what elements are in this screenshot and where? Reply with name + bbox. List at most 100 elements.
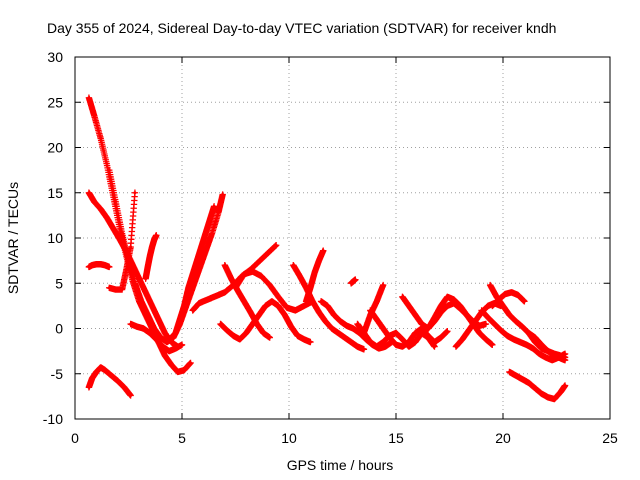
data-point <box>120 231 124 235</box>
y-tick-label: 20 <box>47 140 63 156</box>
data-point <box>550 358 554 362</box>
data-point <box>186 286 190 290</box>
data-point <box>159 336 163 340</box>
data-point <box>507 370 511 374</box>
data-point <box>480 308 484 312</box>
data-point <box>362 331 366 335</box>
data-point <box>251 269 255 273</box>
data-point <box>152 327 156 330</box>
data-point <box>375 345 379 349</box>
data-point <box>219 322 223 326</box>
data-point <box>251 322 255 326</box>
data-point <box>167 349 171 353</box>
data-point <box>99 207 103 211</box>
data-point <box>270 299 274 303</box>
data-point <box>552 354 556 358</box>
data-point <box>221 193 225 197</box>
data-point <box>426 334 430 338</box>
y-tick-labels: -10 -5 0 5 10 15 20 25 30 <box>43 49 63 427</box>
data-point <box>169 363 173 367</box>
data-point <box>150 245 154 249</box>
data-point <box>124 268 128 272</box>
data-point <box>99 136 103 140</box>
data-point <box>182 304 186 308</box>
y-tick-label: 5 <box>55 275 63 291</box>
data-point <box>274 243 278 247</box>
y-tick-label: 0 <box>55 321 63 337</box>
data-point <box>137 277 141 281</box>
data-point <box>214 294 218 298</box>
x-tick-labels: 0 5 10 15 20 25 <box>71 430 618 446</box>
data-point <box>304 299 308 303</box>
series-arc7 <box>106 189 139 293</box>
data-point <box>520 325 524 329</box>
data-point <box>525 343 529 347</box>
data-point <box>216 211 220 215</box>
data-point <box>103 263 107 267</box>
data-point <box>514 319 518 323</box>
data-point <box>208 218 212 222</box>
data-point <box>135 325 139 329</box>
data-point <box>465 313 469 317</box>
data-point <box>563 358 567 362</box>
series-arc26 <box>486 281 569 361</box>
data-point <box>413 340 417 344</box>
data-point <box>259 274 263 278</box>
data-point <box>400 337 404 341</box>
data-point <box>174 331 178 335</box>
data-point <box>505 334 509 338</box>
data-point <box>146 265 150 269</box>
data-point <box>501 304 505 308</box>
data-point <box>234 286 237 290</box>
data-point <box>109 374 113 378</box>
data-point <box>394 331 398 335</box>
data-point <box>486 316 490 320</box>
data-point <box>520 377 524 381</box>
data-point <box>445 329 449 333</box>
data-point <box>413 313 417 317</box>
data-point <box>163 354 167 358</box>
data-point <box>105 216 109 220</box>
y-tick-label: 25 <box>47 94 63 110</box>
data-point <box>321 249 325 253</box>
data-point <box>154 337 158 341</box>
series-arc14 <box>290 261 368 353</box>
data-point <box>242 299 246 303</box>
data-point <box>302 337 306 341</box>
data-point <box>276 304 280 308</box>
series-markers <box>168 203 218 341</box>
data-point <box>516 293 520 297</box>
data-point <box>296 334 300 338</box>
data-point <box>116 379 120 383</box>
data-point <box>195 259 199 263</box>
data-point <box>223 263 227 267</box>
data-point <box>439 304 443 308</box>
data-point <box>191 286 195 290</box>
data-point <box>407 304 411 308</box>
data-point <box>540 343 544 347</box>
data-point <box>283 313 287 317</box>
data-point <box>268 283 272 287</box>
data-point <box>94 370 98 374</box>
data-point <box>353 278 357 282</box>
series-arc27 <box>506 368 569 403</box>
axis-ticks <box>74 56 611 420</box>
x-tick-label: 20 <box>495 430 511 446</box>
data-point <box>454 345 458 349</box>
data-point <box>317 310 321 314</box>
data-point <box>90 263 94 267</box>
data-point <box>460 337 464 341</box>
data-point <box>433 345 437 349</box>
x-tick-label: 10 <box>281 430 297 446</box>
data-point <box>293 308 297 312</box>
data-point <box>368 340 372 344</box>
data-point <box>477 324 481 328</box>
data-point <box>161 345 165 349</box>
x-tick-label: 0 <box>71 430 79 446</box>
data-point <box>433 316 437 320</box>
data-point <box>291 263 295 267</box>
data-point <box>107 265 111 269</box>
data-point <box>276 295 280 299</box>
data-point <box>439 336 443 340</box>
data-point <box>152 238 156 242</box>
